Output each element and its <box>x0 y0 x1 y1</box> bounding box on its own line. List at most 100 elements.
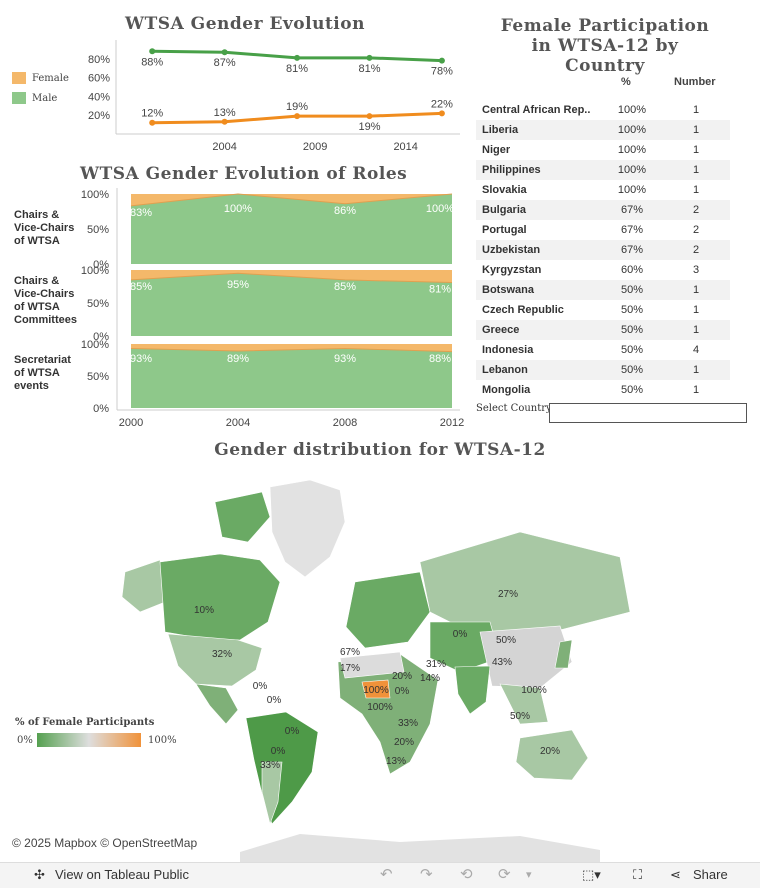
table-row[interactable]: Indonesia 50% 4 <box>476 340 730 360</box>
number-cell: 3 <box>692 264 700 276</box>
col-header-percent[interactable]: % <box>621 76 631 88</box>
australia[interactable] <box>515 729 589 781</box>
country-cell: Greece <box>482 324 520 336</box>
x-tick-label: 2004 <box>226 417 250 428</box>
legend-male[interactable]: Male <box>12 88 69 108</box>
boundary-line-1 <box>130 272 453 284</box>
percent-cell: 100% <box>617 184 647 196</box>
map-label-6: 31% <box>426 659 446 670</box>
southeast-asia[interactable] <box>499 683 549 725</box>
table-row[interactable]: Bulgaria 67% 2 <box>476 200 730 220</box>
greenland[interactable] <box>269 479 346 578</box>
table-row[interactable]: Mongolia 50% 1 <box>476 380 730 400</box>
legend-female-label: Female <box>32 72 69 84</box>
male-area-0 <box>131 194 452 264</box>
table-row[interactable]: Greece 50% 1 <box>476 320 730 340</box>
table-row[interactable]: Czech Republic 50% 1 <box>476 300 730 320</box>
redo-icon[interactable]: ↷ <box>420 866 433 883</box>
data-label-female: 19% <box>286 101 308 113</box>
country-cell: Lebanon <box>482 364 528 376</box>
share-icon[interactable]: ⋖ <box>670 867 681 882</box>
number-cell: 1 <box>692 184 700 196</box>
data-label-male: 81% <box>358 63 380 75</box>
data-point-male <box>149 48 156 55</box>
west-africa-orange[interactable] <box>361 679 391 699</box>
col-header-number[interactable]: Number <box>674 76 716 88</box>
percent-cell: 60% <box>620 264 644 276</box>
legend-female[interactable]: Female <box>12 68 69 88</box>
mexico[interactable] <box>195 683 239 725</box>
map-label-china: 43% <box>492 657 512 668</box>
tableau-logo-icon: ✣ <box>34 867 45 882</box>
table-row[interactable]: Botswana 50% 1 <box>476 280 730 300</box>
pause-dropdown-icon[interactable]: ▾ <box>526 869 532 881</box>
table-row[interactable]: Liberia 100% 1 <box>476 120 730 140</box>
map-legend-max: 100% <box>148 735 177 746</box>
evolution-line-chart[interactable]: 20% 40% 60% 80% 2004 2009 2014 88% 87% 81% 81% 78% 1… <box>0 38 470 188</box>
data-point-male <box>438 57 445 64</box>
table-row[interactable]: Niger 100% 1 <box>476 140 730 160</box>
argentina[interactable] <box>261 761 283 826</box>
y-tick-label: 40% <box>88 91 110 103</box>
select-country-input[interactable] <box>549 403 747 423</box>
female-swatch <box>12 72 26 84</box>
number-cell: 1 <box>692 324 700 336</box>
panel-data-label: 95% <box>227 279 249 291</box>
usa[interactable] <box>167 633 263 687</box>
table-row[interactable]: Lebanon 50% 1 <box>476 360 730 380</box>
country-cell: Liberia <box>482 124 519 136</box>
india[interactable] <box>454 665 491 715</box>
legend-male-label: Male <box>32 92 58 104</box>
map-label-0: 0% <box>253 681 268 692</box>
data-label-male: 78% <box>431 66 453 78</box>
percent-cell: 50% <box>620 364 644 376</box>
africa-north[interactable] <box>339 651 405 679</box>
arctic-islands[interactable] <box>214 491 271 543</box>
map-label-1: 0% <box>267 695 282 706</box>
country-cell: Portugal <box>482 224 527 236</box>
share-button[interactable]: Share <box>693 867 728 882</box>
y-tick-label: 20% <box>88 110 110 122</box>
view-on-tableau-link[interactable]: View on Tableau Public <box>55 867 189 882</box>
table-row[interactable]: Philippines 100% 1 <box>476 160 730 180</box>
south-america[interactable] <box>245 711 319 825</box>
panel-data-label: 85% <box>334 281 356 293</box>
russia[interactable] <box>419 531 631 633</box>
country-cell: Indonesia <box>482 344 534 356</box>
map-label-2: 0% <box>271 746 286 757</box>
map-label-brazil: 0% <box>285 726 300 737</box>
map-label-12: 0% <box>453 629 468 640</box>
number-cell: 2 <box>692 244 700 256</box>
y-tick-label: 50% <box>87 224 109 236</box>
country-cell: Botswana <box>482 284 534 296</box>
map-label-11: 20% <box>394 737 414 748</box>
table-row[interactable]: Uzbekistan 67% 2 <box>476 240 730 260</box>
japan[interactable] <box>554 639 573 669</box>
canada[interactable] <box>159 553 281 641</box>
antarctica[interactable] <box>240 834 600 862</box>
panel-data-label: 86% <box>334 205 356 217</box>
alaska[interactable] <box>121 559 166 613</box>
number-cell: 1 <box>692 144 700 156</box>
number-cell: 1 <box>692 104 700 116</box>
number-cell: 2 <box>692 204 700 216</box>
undo-icon[interactable]: ↶ <box>380 866 393 883</box>
refresh-icon[interactable]: ⟳ <box>498 866 511 883</box>
panel-data-label: 93% <box>334 353 356 365</box>
table-row[interactable]: Central African Rep.. 100% 1 <box>476 100 730 120</box>
world-map[interactable]: 27% 10% 32% 0% 0% 0% 0% 33% 20% 50% 43% … <box>0 462 760 862</box>
map-attribution[interactable]: © 2025 Mapbox © OpenStreetMap <box>12 836 198 850</box>
download-icon[interactable]: ⬚▾ <box>582 867 601 882</box>
fullscreen-icon[interactable]: ⛶ <box>633 867 643 882</box>
percent-cell: 50% <box>620 284 644 296</box>
table-row[interactable]: Slovakia 100% 1 <box>476 180 730 200</box>
table-row[interactable]: Kyrgyzstan 60% 3 <box>476 260 730 280</box>
data-label-female: 13% <box>214 107 236 119</box>
china[interactable] <box>479 625 573 689</box>
europe[interactable] <box>345 571 431 649</box>
roles-area-chart[interactable]: 100% 50% 0% 83% 100% 86% 100% 100% 50% 0% 85% 95% 85… <box>0 188 470 428</box>
percent-cell: 100% <box>617 104 647 116</box>
revert-icon[interactable]: ⟲ <box>460 866 473 883</box>
country-cell: Kyrgyzstan <box>482 264 542 276</box>
table-row[interactable]: Portugal 67% 2 <box>476 220 730 240</box>
